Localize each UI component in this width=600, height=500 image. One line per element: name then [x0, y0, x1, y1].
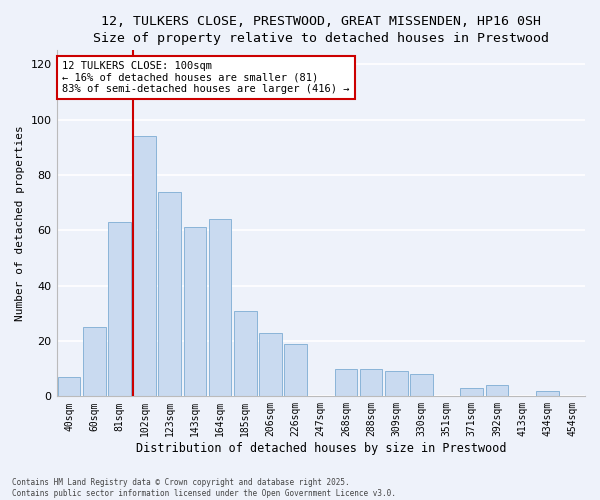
Bar — [184, 228, 206, 396]
Bar — [83, 327, 106, 396]
Bar — [536, 391, 559, 396]
Bar — [385, 372, 407, 396]
Bar — [158, 192, 181, 396]
Y-axis label: Number of detached properties: Number of detached properties — [15, 126, 25, 321]
Text: 12 TULKERS CLOSE: 100sqm
← 16% of detached houses are smaller (81)
83% of semi-d: 12 TULKERS CLOSE: 100sqm ← 16% of detach… — [62, 60, 349, 94]
Bar — [460, 388, 483, 396]
Bar — [133, 136, 156, 396]
Bar — [209, 219, 232, 396]
Title: 12, TULKERS CLOSE, PRESTWOOD, GREAT MISSENDEN, HP16 0SH
Size of property relativ: 12, TULKERS CLOSE, PRESTWOOD, GREAT MISS… — [93, 15, 549, 45]
Bar — [284, 344, 307, 396]
Bar — [58, 377, 80, 396]
Bar — [108, 222, 131, 396]
Bar — [259, 332, 282, 396]
Bar — [410, 374, 433, 396]
Text: Contains HM Land Registry data © Crown copyright and database right 2025.
Contai: Contains HM Land Registry data © Crown c… — [12, 478, 396, 498]
Bar — [360, 368, 382, 396]
Bar — [485, 386, 508, 396]
X-axis label: Distribution of detached houses by size in Prestwood: Distribution of detached houses by size … — [136, 442, 506, 455]
Bar — [234, 310, 257, 396]
Bar — [335, 368, 357, 396]
